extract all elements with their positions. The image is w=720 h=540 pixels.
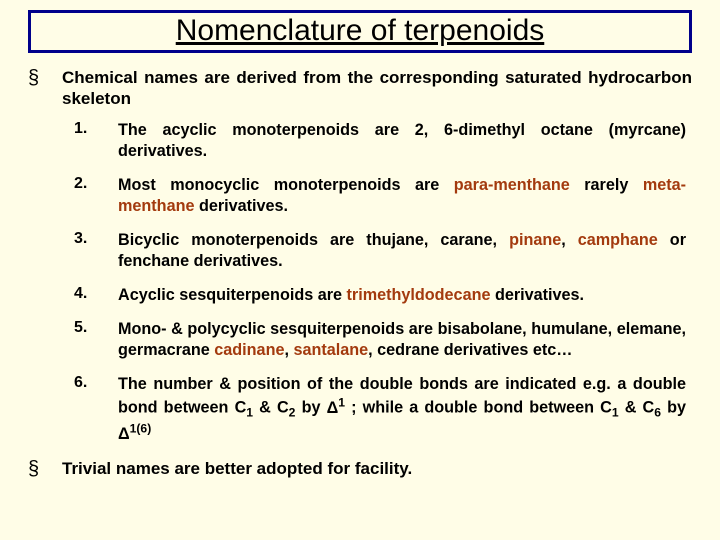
- numbered-list: 1. The acyclic monoterpenoids are 2, 6-d…: [74, 120, 686, 446]
- footer-text: Trivial names are better adopted for fac…: [62, 458, 692, 479]
- list-item: 1. The acyclic monoterpenoids are 2, 6-d…: [74, 120, 686, 162]
- list-item: 2. Most monocyclic monoterpenoids are pa…: [74, 175, 686, 217]
- item-text: The number & position of the double bond…: [118, 374, 686, 445]
- item-text: Acyclic sesquiterpenoids are trimethyldo…: [118, 285, 686, 306]
- bullet-icon: §: [28, 67, 62, 90]
- list-item: 4. Acyclic sesquiterpenoids are trimethy…: [74, 285, 686, 306]
- bullet-icon: §: [28, 458, 62, 481]
- item-text: Bicyclic monoterpenoids are thujane, car…: [118, 230, 686, 272]
- list-item: 3. Bicyclic monoterpenoids are thujane, …: [74, 230, 686, 272]
- intro-row: § Chemical names are derived from the co…: [28, 67, 692, 110]
- item-text: The acyclic monoterpenoids are 2, 6-dime…: [118, 120, 686, 162]
- intro-text: Chemical names are derived from the corr…: [62, 67, 692, 110]
- item-number: 4.: [74, 285, 118, 303]
- item-number: 2.: [74, 175, 118, 193]
- item-number: 6.: [74, 374, 118, 392]
- item-number: 1.: [74, 120, 118, 138]
- slide: Nomenclature of terpenoids § Chemical na…: [0, 0, 720, 540]
- item-text: Most monocyclic monoterpenoids are para-…: [118, 175, 686, 217]
- slide-title: Nomenclature of terpenoids: [176, 14, 545, 47]
- list-item: 5. Mono- & polycyclic sesquiterpenoids a…: [74, 319, 686, 361]
- item-text: Mono- & polycyclic sesquiterpenoids are …: [118, 319, 686, 361]
- list-item: 6. The number & position of the double b…: [74, 374, 686, 445]
- item-number: 5.: [74, 319, 118, 337]
- title-box: Nomenclature of terpenoids: [28, 10, 692, 53]
- item-number: 3.: [74, 230, 118, 248]
- footer-row: § Trivial names are better adopted for f…: [28, 458, 692, 481]
